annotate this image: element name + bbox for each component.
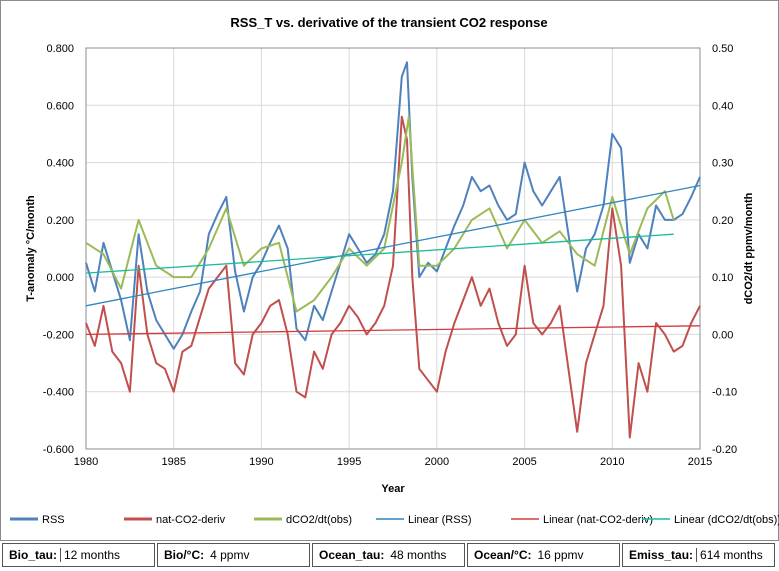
param-bio-tau: Bio_tau: 12 months — [2, 543, 155, 567]
chart: 1980 1985 1990 1995 2000 2005 2010 2015 -0.600 -0… — [10, 15, 779, 526]
y2-tick-label: 0.00 — [712, 329, 733, 341]
x-tick-label: 2010 — [600, 456, 624, 468]
series-line-rss — [85, 61, 701, 350]
x-tick-label: 2005 — [512, 456, 536, 468]
series-line-linear-rss — [85, 184, 701, 307]
y2-tick-label: 0.30 — [712, 158, 733, 170]
legend-label: Linear (dCO2/dt(obs)) — [674, 514, 779, 526]
param-label: Ocean_tau: — [319, 548, 385, 562]
y2-tick-label: 0.40 — [712, 100, 733, 112]
param-label: Bio/°C: — [164, 548, 205, 562]
y-tick-label: -0.200 — [43, 329, 74, 341]
legend-label: RSS — [42, 514, 65, 526]
series-line-dco2-dt-obs — [85, 115, 675, 313]
legend-label: Linear (RSS) — [408, 514, 472, 526]
y-axis-label: T-anomaly °C/month — [25, 195, 37, 302]
y-tick-label: 0.200 — [46, 215, 74, 227]
y2-tick-label: 0.20 — [712, 215, 733, 227]
series-line-linear-nat-co2-deriv — [85, 325, 701, 336]
legend-label: nat-CO2-deriv — [156, 514, 226, 526]
x-tick-label: 1980 — [74, 456, 98, 468]
x-axis-label: Year — [381, 483, 405, 495]
y2-tick-label: -0.20 — [712, 444, 737, 456]
y-tick-label: 0.000 — [46, 272, 74, 284]
parameter-bar: Bio_tau: 12 months Bio/°C: 4 ppmv Ocean_… — [2, 543, 775, 567]
y2-axis-label: dCO2/dt ppmv/month — [743, 192, 755, 304]
x-tick-label: 2000 — [425, 456, 449, 468]
param-ocean-tau: Ocean_tau: 48 months — [312, 543, 465, 567]
param-ocean-per-degree: Ocean/°C: 16 ppmv — [467, 543, 620, 567]
param-value: 16 ppmv — [537, 548, 584, 562]
x-tick-label: 1995 — [337, 456, 361, 468]
chart-title: RSS_T vs. derivative of the transient CO… — [230, 15, 547, 30]
param-emiss-tau: Emiss_tau: 614 months — [622, 543, 775, 567]
x-tick-label: 1990 — [249, 456, 273, 468]
y2-tick-label: 0.50 — [712, 43, 733, 55]
param-value: 4 ppmv — [210, 548, 250, 562]
y-tick-label: 0.600 — [46, 100, 74, 112]
x-tick-label: 2015 — [688, 456, 712, 468]
plot-area — [85, 47, 701, 450]
param-label: Bio_tau: — [9, 548, 57, 562]
series-line-nat-co2-deriv — [85, 115, 701, 439]
y2-tick-label: 0.10 — [712, 272, 733, 284]
y-tick-label: 0.800 — [46, 43, 74, 55]
param-value: 48 months — [390, 548, 447, 562]
param-bio-per-degree: Bio/°C: 4 ppmv — [157, 543, 310, 567]
param-label: Emiss_tau: — [629, 548, 694, 562]
y-tick-label: 0.400 — [46, 158, 74, 170]
y2-tick-label: -0.10 — [712, 387, 737, 399]
param-value: 614 months — [696, 548, 763, 562]
legend-label: Linear (nat-CO2-deriv) — [543, 514, 653, 526]
y-tick-label: -0.600 — [43, 444, 74, 456]
series-line-linear-dco2-dt-obs — [85, 233, 674, 274]
y-tick-label: -0.400 — [43, 387, 74, 399]
legend-label: dCO2/dt(obs) — [286, 514, 352, 526]
param-value: 12 months — [60, 548, 120, 562]
x-tick-label: 1985 — [161, 456, 185, 468]
param-label: Ocean/°C: — [474, 548, 532, 562]
